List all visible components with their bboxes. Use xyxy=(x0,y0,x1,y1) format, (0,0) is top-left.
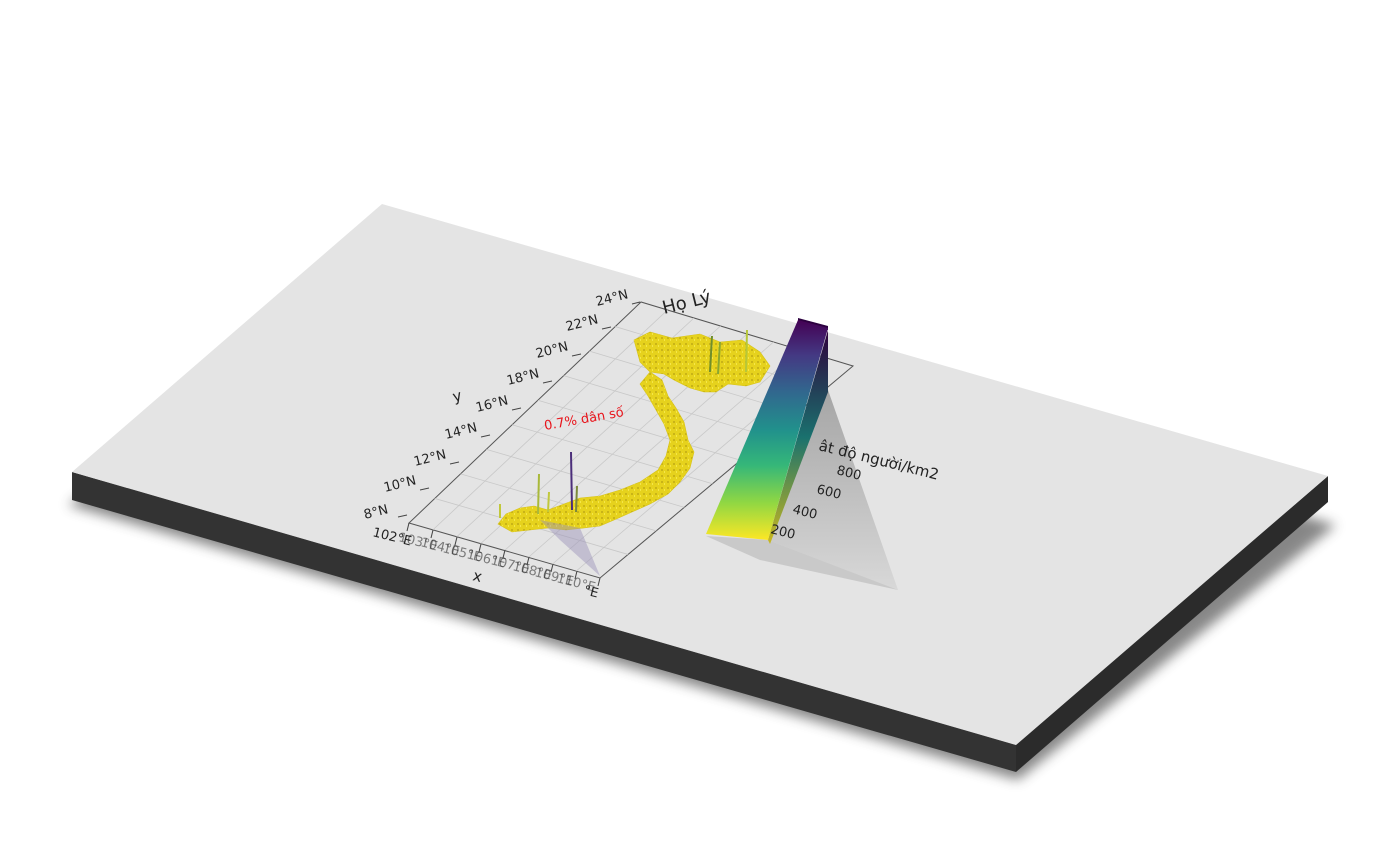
legend-tick: 400 xyxy=(791,502,819,523)
longitude-axis: 102°E 103°E 104°E 105°E 106°E 107°E 108°… xyxy=(371,522,601,601)
legend-shadow xyxy=(768,390,898,590)
plate-side-front xyxy=(72,472,1016,772)
legend-shadow-base xyxy=(706,536,898,590)
legend-bar-side xyxy=(768,330,828,544)
vietnam-landmass xyxy=(497,331,771,533)
density-spikes xyxy=(499,329,748,518)
delta-shade xyxy=(540,520,600,576)
lon-tick-end-label: °E xyxy=(582,583,600,601)
legend-tick: 200 xyxy=(769,522,797,543)
map-panel: 0.7% dân số Họ Lý 24°N 22°N 20°N 18°N 16… xyxy=(362,286,855,601)
lat-tick-label: 8°N xyxy=(362,502,389,522)
x-axis-label: x xyxy=(471,566,484,586)
y-axis-label: y xyxy=(451,386,464,406)
plate-top xyxy=(72,204,1328,745)
graticule-line xyxy=(432,309,668,531)
plate-side-right xyxy=(1016,476,1328,772)
legend-bar-front xyxy=(706,320,828,540)
legend-tick: 600 xyxy=(815,482,843,503)
legend-tick: 800 xyxy=(835,463,863,484)
